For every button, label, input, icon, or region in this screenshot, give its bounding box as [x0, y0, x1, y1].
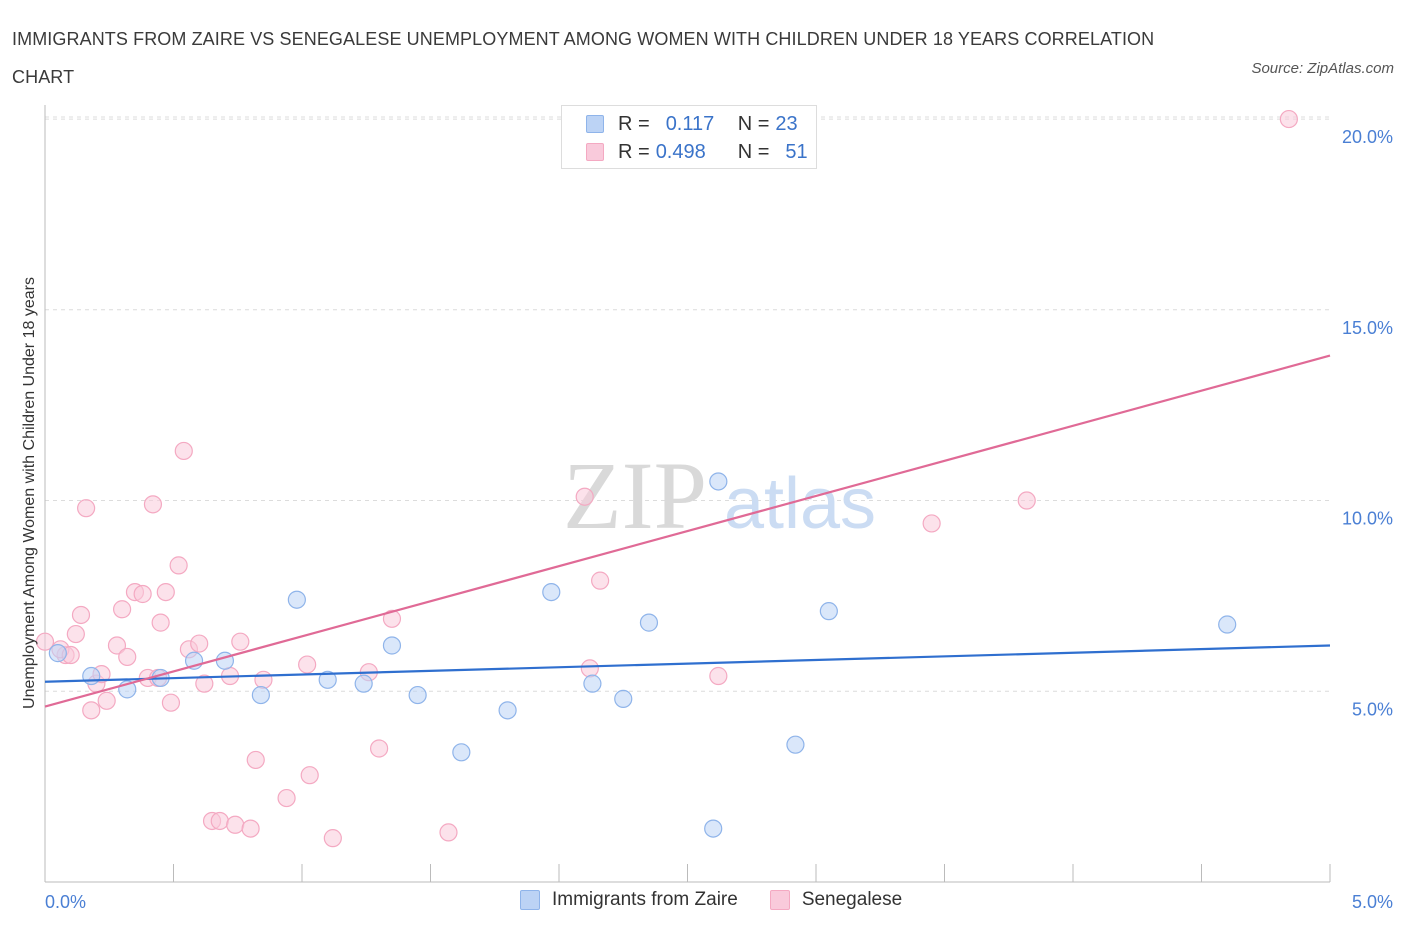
- point-senegalese: [254, 670, 273, 689]
- point-zaire: [583, 674, 602, 693]
- point-zaire: [251, 685, 270, 705]
- point-senegalese: [277, 788, 296, 808]
- point-zaire: [1218, 615, 1237, 634]
- point-senegalese: [439, 823, 458, 842]
- point-zaire: [48, 644, 67, 663]
- point-senegalese: [156, 582, 175, 602]
- point-senegalese: [35, 632, 55, 651]
- point-senegalese: [151, 613, 170, 632]
- trend-lines: [44, 354, 1331, 708]
- point-senegalese: [246, 750, 265, 770]
- point-zaire: [709, 472, 728, 491]
- legend-item-senegalese[interactable]: Senegalese: [769, 889, 903, 911]
- point-senegalese: [323, 829, 342, 848]
- legend-n-value: 51: [785, 140, 808, 163]
- point-senegalese: [71, 605, 91, 625]
- point-senegalese: [382, 609, 402, 628]
- point-senegalese: [300, 766, 319, 785]
- legend-r-label: R =: [618, 140, 650, 163]
- watermark-atlas: atlas: [724, 464, 876, 544]
- point-senegalese: [112, 600, 132, 619]
- point-senegalese: [143, 495, 163, 514]
- trend-line-zaire: [44, 644, 1331, 683]
- legend-swatch-zaire: [520, 890, 540, 910]
- point-zaire: [704, 819, 723, 838]
- point-zaire: [819, 602, 838, 621]
- x-tick-label: 5.0%: [1352, 892, 1393, 912]
- axes: [44, 105, 1331, 883]
- y-tick-label: 10.0%: [1342, 509, 1393, 529]
- point-zaire: [354, 674, 373, 693]
- legend-n-value: 23: [775, 112, 798, 135]
- point-senegalese: [118, 647, 137, 667]
- point-senegalese: [82, 701, 101, 720]
- point-senegalese: [580, 659, 599, 678]
- point-senegalese: [107, 636, 127, 655]
- series-legend: Immigrants from Zaire Senegalese: [520, 889, 934, 911]
- y-tick-label: 5.0%: [1352, 699, 1393, 719]
- point-senegalese: [161, 693, 181, 712]
- point-senegalese: [210, 811, 229, 831]
- trend-line-senegalese: [44, 354, 1331, 708]
- legend-label-zaire: Immigrants from Zaire: [552, 889, 738, 910]
- legend-label-senegalese: Senegalese: [801, 889, 903, 910]
- point-senegalese: [133, 584, 152, 604]
- y-tick-label: 20.0%: [1342, 127, 1393, 147]
- gridlines: [45, 116, 1330, 692]
- point-senegalese: [231, 632, 250, 651]
- chart-title: IMMIGRANTS FROM ZAIRE VS SENEGALESE UNEM…: [12, 29, 1155, 87]
- point-zaire: [639, 613, 659, 632]
- legend-r-label: R =: [618, 112, 650, 135]
- y-axis-label: Unemployment Among Women with Children U…: [21, 277, 38, 709]
- legend-item-zaire[interactable]: Immigrants from Zaire: [520, 889, 738, 911]
- point-zaire: [452, 743, 471, 762]
- point-zaire: [82, 666, 101, 686]
- source-credit: Source: ZipAtlas.com: [1251, 60, 1394, 77]
- point-senegalese: [174, 441, 193, 461]
- point-senegalese: [97, 691, 116, 710]
- point-senegalese: [370, 739, 389, 758]
- legend-swatch-zaire: [586, 115, 604, 133]
- legend-n-label: N =: [737, 112, 770, 135]
- point-senegalese: [591, 571, 610, 590]
- point-zaire: [498, 701, 517, 720]
- point-senegalese: [1017, 491, 1036, 510]
- tick-labels: 5.0% 10.0% 15.0% 20.0% 0.0% 5.0%: [45, 127, 1393, 912]
- point-senegalese: [922, 514, 941, 533]
- legend-r-value: 0.117: [665, 112, 715, 135]
- legend-swatch-senegalese: [586, 143, 604, 161]
- point-senegalese: [77, 499, 96, 518]
- point-senegalese: [298, 655, 317, 674]
- point-zaire: [382, 636, 402, 655]
- stats-legend: R = 0.117 N = 23 R = 0.498 N = 51: [561, 105, 817, 169]
- legend-swatch-senegalese: [769, 890, 790, 910]
- point-zaire: [614, 689, 633, 708]
- x-tick-label: 0.0%: [45, 892, 86, 912]
- point-zaire: [287, 590, 306, 609]
- point-senegalese: [66, 624, 85, 644]
- point-senegalese: [169, 556, 188, 575]
- point-senegalese: [190, 634, 209, 653]
- point-senegalese: [709, 666, 728, 686]
- point-senegalese: [241, 819, 260, 838]
- point-senegalese: [575, 487, 594, 506]
- point-senegalese: [195, 674, 214, 693]
- legend-row-senegalese: R = 0.498 N = 51: [586, 139, 808, 165]
- point-zaire: [786, 735, 805, 754]
- point-senegalese: [1279, 109, 1298, 129]
- legend-n-label: N =: [737, 140, 770, 163]
- point-zaire: [318, 670, 337, 689]
- y-tick-label: 15.0%: [1342, 318, 1393, 338]
- point-zaire: [408, 685, 427, 705]
- legend-row-zaire: R = 0.117 N = 23: [586, 111, 798, 137]
- point-zaire: [542, 582, 561, 602]
- legend-r-value: 0.498: [655, 140, 706, 163]
- point-senegalese: [226, 815, 245, 834]
